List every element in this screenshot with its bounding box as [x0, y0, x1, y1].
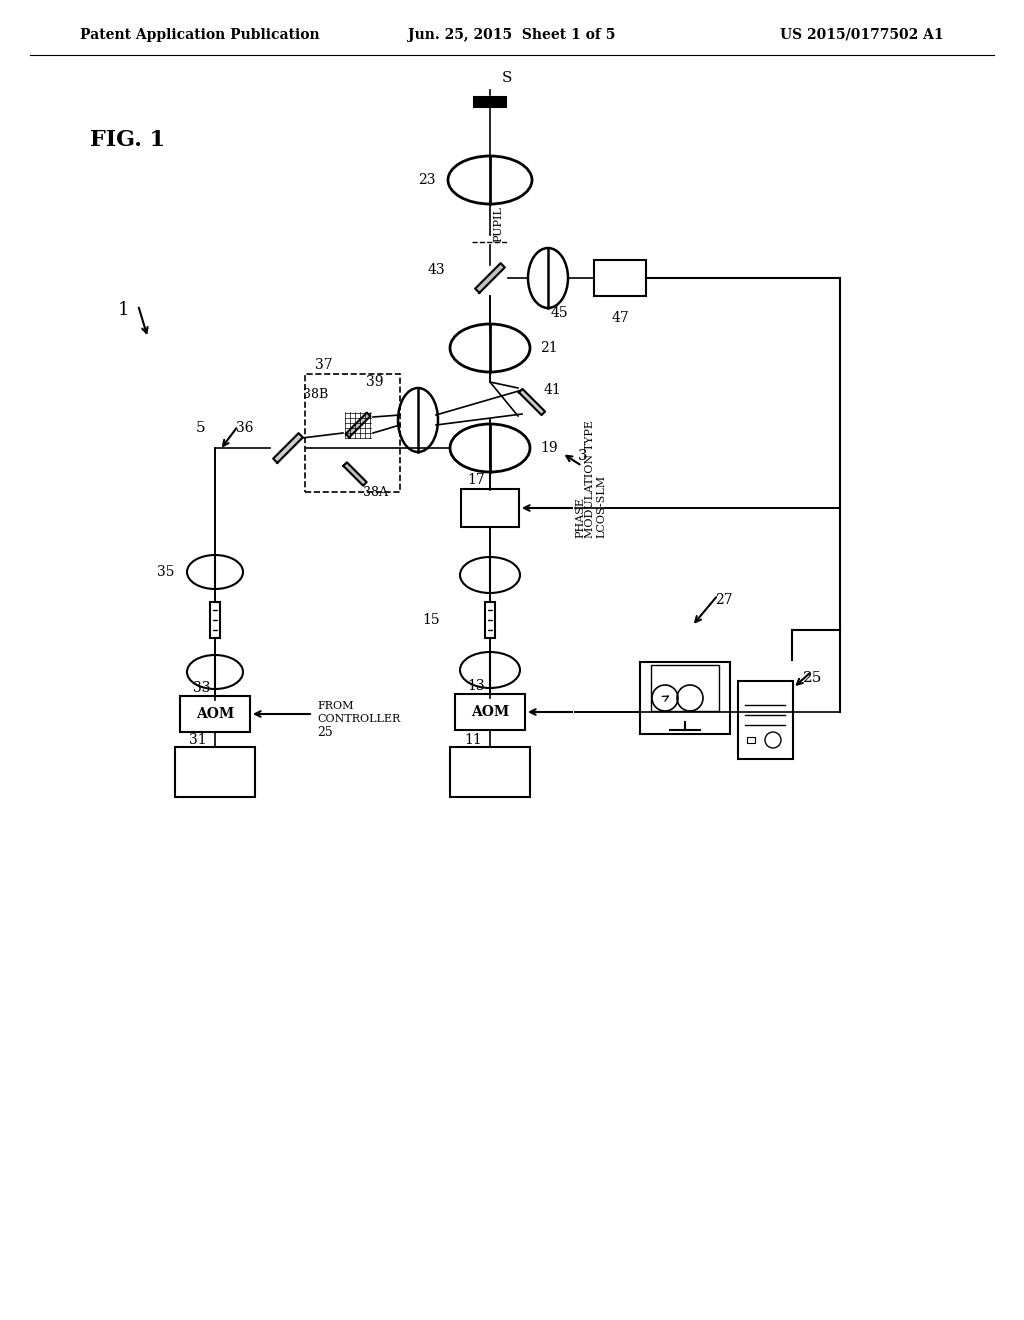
Text: 45: 45 — [551, 306, 568, 319]
Text: S: S — [502, 71, 512, 84]
Bar — [746, 737, 755, 743]
Text: 27: 27 — [715, 593, 732, 607]
Bar — [305, 374, 400, 492]
Bar — [450, 747, 530, 797]
Text: US 2015/0177502 A1: US 2015/0177502 A1 — [780, 28, 944, 42]
Text: FROM: FROM — [317, 701, 353, 711]
Text: MODULATION TYPE: MODULATION TYPE — [585, 420, 595, 539]
Text: PUPIL: PUPIL — [493, 206, 503, 242]
Text: 17: 17 — [467, 473, 485, 487]
Bar — [180, 696, 250, 733]
Text: 15: 15 — [422, 612, 439, 627]
Text: 33: 33 — [193, 681, 210, 696]
Text: 25: 25 — [803, 671, 822, 685]
Text: 41: 41 — [544, 383, 562, 397]
Text: Jun. 25, 2015  Sheet 1 of 5: Jun. 25, 2015 Sheet 1 of 5 — [409, 28, 615, 42]
Text: LCOS-SLM: LCOS-SLM — [596, 475, 606, 539]
Text: 19: 19 — [540, 441, 558, 455]
Bar — [175, 747, 255, 797]
Text: PHASE: PHASE — [575, 498, 585, 539]
Text: 5: 5 — [196, 421, 206, 436]
Bar — [474, 96, 506, 107]
Text: CONTROLLER: CONTROLLER — [317, 714, 400, 723]
Text: 36: 36 — [236, 421, 254, 436]
Text: 21: 21 — [540, 341, 558, 355]
Text: 47: 47 — [612, 312, 630, 325]
Text: AOM: AOM — [471, 705, 509, 719]
Bar — [210, 602, 220, 638]
Polygon shape — [346, 413, 371, 437]
Text: 23: 23 — [418, 173, 435, 187]
Text: 11: 11 — [464, 733, 482, 747]
Bar — [485, 602, 495, 638]
Text: 3: 3 — [578, 449, 588, 463]
Bar — [737, 681, 793, 759]
Text: 39: 39 — [366, 375, 384, 389]
Text: Patent Application Publication: Patent Application Publication — [80, 28, 319, 42]
Text: 13: 13 — [467, 678, 485, 693]
Text: 38B: 38B — [303, 388, 329, 401]
Bar — [455, 694, 525, 730]
Bar — [461, 488, 519, 527]
Polygon shape — [475, 263, 505, 293]
Text: 37: 37 — [315, 358, 333, 372]
Text: 25: 25 — [317, 726, 333, 738]
Text: AOM: AOM — [196, 708, 234, 721]
Polygon shape — [519, 389, 545, 414]
Bar — [640, 663, 730, 734]
Text: 31: 31 — [189, 733, 207, 747]
Text: 35: 35 — [157, 565, 174, 579]
Text: FIG. 1: FIG. 1 — [90, 129, 165, 150]
Polygon shape — [273, 433, 303, 463]
Bar — [594, 260, 646, 296]
Text: 38A: 38A — [362, 486, 388, 499]
Text: 1: 1 — [118, 301, 129, 319]
Polygon shape — [343, 462, 367, 486]
Bar — [651, 665, 719, 711]
Text: 43: 43 — [428, 263, 445, 277]
